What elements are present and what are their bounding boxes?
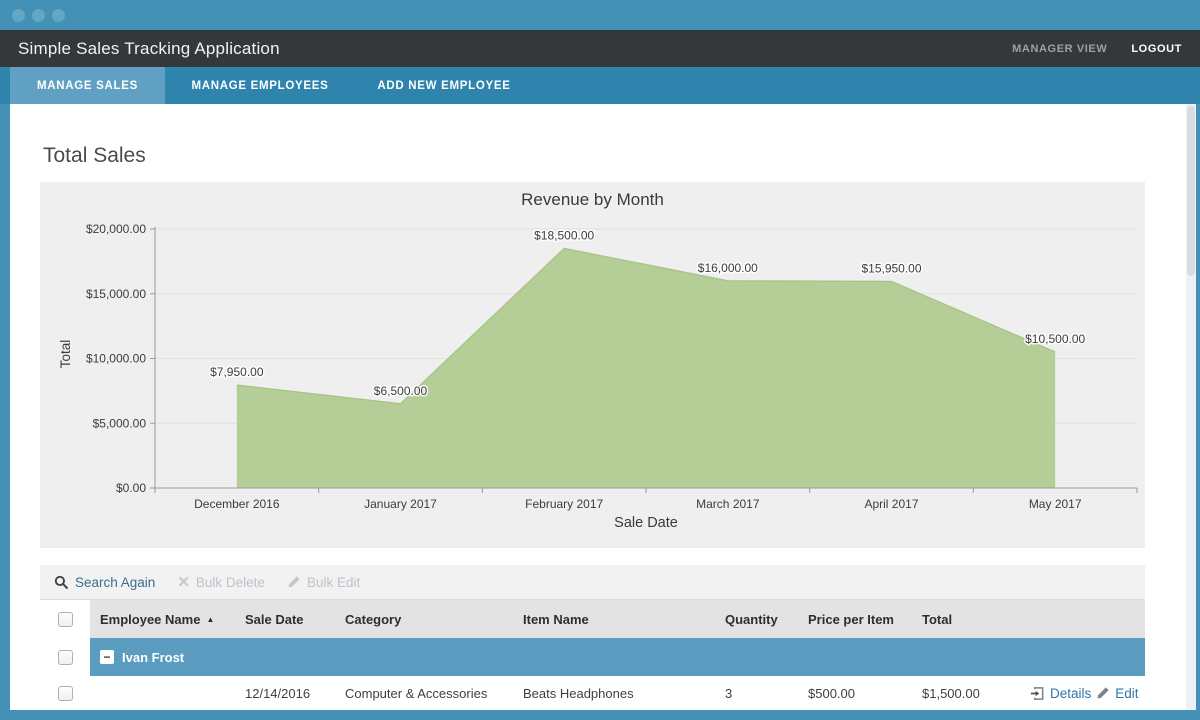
revenue-chart: Revenue by Month Total $0.00$5,000.00$10…: [40, 182, 1145, 548]
edit-pencil-icon: [287, 575, 301, 589]
group-row-checkbox[interactable]: [58, 650, 73, 665]
select-all-checkbox[interactable]: [58, 612, 73, 627]
select-all-cell: [40, 600, 90, 638]
logout-button[interactable]: LOGOUT: [1131, 43, 1182, 55]
svg-text:$20,000.00: $20,000.00: [86, 222, 146, 236]
tab-add-new-employee[interactable]: ADD NEW EMPLOYEE: [355, 67, 533, 104]
svg-text:$10,500.00: $10,500.00: [1025, 332, 1085, 346]
scrollbar-thumb[interactable]: [1187, 106, 1195, 276]
svg-text:$10,000.00: $10,000.00: [86, 352, 146, 366]
column-header-price-per-item[interactable]: Price per Item: [798, 600, 912, 638]
svg-text:March 2017: March 2017: [696, 497, 760, 511]
svg-text:$5,000.00: $5,000.00: [93, 416, 147, 430]
app-title: Simple Sales Tracking Application: [18, 39, 280, 59]
cell-item-name: Beats Headphones: [513, 676, 715, 710]
search-icon: [54, 575, 69, 590]
delete-x-icon: ✕: [177, 575, 190, 590]
scrollbar-track[interactable]: [1186, 104, 1196, 710]
svg-text:February 2017: February 2017: [525, 497, 603, 511]
grid-toolbar: Search Again ✕ Bulk Delete Bulk Edit: [40, 565, 1145, 600]
edit-link[interactable]: Edit: [1115, 686, 1138, 701]
chart-x-axis-label: Sale Date: [155, 515, 1137, 531]
svg-text:December 2016: December 2016: [194, 497, 280, 511]
main-nav: MANAGE SALES MANAGE EMPLOYEES ADD NEW EM…: [0, 67, 1200, 104]
svg-text:$16,000.00: $16,000.00: [698, 261, 758, 275]
bulk-edit-label: Bulk Edit: [307, 575, 360, 590]
details-link[interactable]: Details: [1050, 686, 1091, 701]
header-actions: MANAGER VIEW LOGOUT: [1012, 43, 1182, 55]
row-checkbox[interactable]: [58, 686, 73, 701]
bulk-delete-button[interactable]: ✕ Bulk Delete: [177, 575, 265, 590]
sort-asc-icon: ▲: [206, 615, 214, 624]
app-header: Simple Sales Tracking Application MANAGE…: [0, 30, 1200, 67]
group-row-label: Ivan Frost: [122, 650, 184, 665]
edit-pencil-icon: [1096, 686, 1110, 700]
column-header-quantity[interactable]: Quantity: [715, 600, 798, 638]
cell-employee-name: [90, 676, 235, 710]
row-checkbox-cell: [40, 676, 90, 710]
search-again-label: Search Again: [75, 575, 155, 590]
svg-text:$0.00: $0.00: [116, 481, 146, 495]
bulk-edit-button[interactable]: Bulk Edit: [287, 575, 360, 590]
svg-text:May 2017: May 2017: [1029, 497, 1082, 511]
group-band[interactable]: − Ivan Frost: [90, 638, 1145, 676]
cell-sale-date: 12/14/2016: [235, 676, 335, 710]
svg-text:$18,500.00: $18,500.00: [534, 228, 594, 242]
table-row: 12/14/2016 Computer & Accessories Beats …: [40, 676, 1145, 710]
content-area: Total Sales Revenue by Month Total $0.00…: [10, 104, 1186, 710]
group-checkbox-cell: [40, 638, 90, 676]
svg-text:$15,950.00: $15,950.00: [861, 261, 921, 275]
cell-total: $1,500.00: [912, 676, 1020, 710]
cell-quantity: 3: [715, 676, 798, 710]
group-row-ivan-frost: − Ivan Frost: [40, 638, 1145, 676]
window-button-icon[interactable]: [52, 9, 65, 22]
page-title: Total Sales: [43, 144, 146, 168]
window-titlebar: [0, 0, 1200, 30]
nav-spacer: [0, 67, 10, 104]
tab-manage-employees[interactable]: MANAGE EMPLOYEES: [165, 67, 355, 104]
svg-text:$6,500.00: $6,500.00: [374, 384, 428, 398]
svg-text:January 2017: January 2017: [364, 497, 437, 511]
bulk-delete-label: Bulk Delete: [196, 575, 265, 590]
window-button-icon[interactable]: [32, 9, 45, 22]
cell-actions: Details Edit: [1020, 676, 1145, 710]
svg-text:$7,950.00: $7,950.00: [210, 365, 264, 379]
details-icon: [1030, 686, 1045, 701]
cell-price-per-item: $500.00: [798, 676, 912, 710]
column-header-actions: [1020, 600, 1145, 638]
column-header-employee-name[interactable]: Employee Name ▲: [90, 600, 235, 638]
table-header-row: Employee Name ▲ Sale Date Category Item …: [40, 600, 1145, 638]
cell-category: Computer & Accessories: [335, 676, 513, 710]
search-again-button[interactable]: Search Again: [54, 575, 155, 590]
sales-table: Employee Name ▲ Sale Date Category Item …: [40, 600, 1145, 710]
column-header-category[interactable]: Category: [335, 600, 513, 638]
svg-text:$15,000.00: $15,000.00: [86, 287, 146, 301]
column-header-sale-date[interactable]: Sale Date: [235, 600, 335, 638]
collapse-group-icon[interactable]: −: [100, 650, 114, 664]
app-window: Simple Sales Tracking Application MANAGE…: [0, 0, 1200, 720]
tab-manage-sales[interactable]: MANAGE SALES: [10, 67, 165, 104]
column-header-total[interactable]: Total: [912, 600, 1020, 638]
svg-text:April 2017: April 2017: [864, 497, 918, 511]
manager-view-menu[interactable]: MANAGER VIEW: [1012, 43, 1107, 55]
column-header-label: Employee Name: [100, 612, 200, 627]
column-header-item-name[interactable]: Item Name: [513, 600, 715, 638]
window-button-icon[interactable]: [12, 9, 25, 22]
revenue-chart-svg: $0.00 $5,000.00 $10,000.00 $15,000.00 $20,00…: [40, 182, 1145, 548]
